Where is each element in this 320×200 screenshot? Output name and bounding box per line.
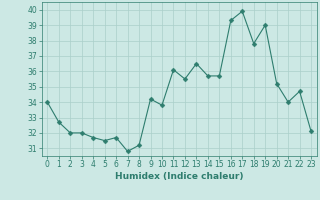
X-axis label: Humidex (Indice chaleur): Humidex (Indice chaleur) [115, 172, 244, 181]
